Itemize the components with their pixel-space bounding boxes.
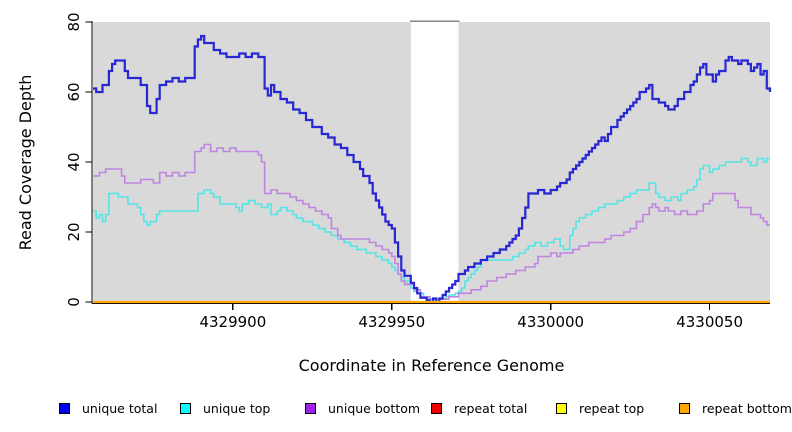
y-tick-label-40: 40 xyxy=(65,152,83,171)
legend-label-unique-top: unique top xyxy=(203,400,271,416)
x-tick-label-4330000: 4330000 xyxy=(517,313,584,331)
legend-item-unique-bottom: unique bottom xyxy=(305,399,420,417)
legend-item-unique-top: unique top xyxy=(180,399,270,417)
series-line-unique-total xyxy=(93,34,772,304)
series-lines xyxy=(93,34,772,304)
legend-label-repeat-top: repeat top xyxy=(579,400,645,416)
legend-swatch-unique-total xyxy=(59,402,70,414)
legend-swatch-repeat-total xyxy=(431,402,442,414)
legend-swatch-repeat-bottom xyxy=(679,402,690,414)
y-axis-title: Read Coverage Depth xyxy=(16,75,35,251)
x-tick-label-4330050: 4330050 xyxy=(676,313,743,331)
legend-swatch-unique-bottom xyxy=(305,402,316,414)
x-axis-title: Coordinate in Reference Genome xyxy=(299,356,565,375)
legend-swatch-repeat-top xyxy=(556,402,567,414)
legend-label-repeat-bottom: repeat bottom xyxy=(702,400,792,416)
y-axis-tick-labels: 0 20 40 60 80 xyxy=(65,12,83,306)
coverage-gap-band xyxy=(410,22,459,304)
y-tick-label-20: 20 xyxy=(65,222,83,241)
y-axis xyxy=(85,21,93,304)
legend-swatch-unique-top xyxy=(180,402,191,414)
legend-item-repeat-total: repeat total xyxy=(431,399,527,417)
x-tick-label-4329900: 4329900 xyxy=(199,313,266,331)
legend-label-unique-bottom: unique bottom xyxy=(328,400,421,416)
x-axis-tick-labels: 4329900 4329950 4330000 4330050 xyxy=(199,313,743,331)
legend-item-repeat-top: repeat top xyxy=(556,399,644,417)
legend-item-unique-total: unique total xyxy=(59,399,157,417)
legend-label-repeat-total: repeat total xyxy=(454,400,528,416)
y-tick-label-60: 60 xyxy=(65,82,83,101)
legend-item-repeat-bottom: repeat bottom xyxy=(679,399,792,417)
y-tick-label-80: 80 xyxy=(65,12,83,31)
x-axis xyxy=(92,303,770,310)
y-tick-label-0: 0 xyxy=(65,297,83,307)
x-tick-label-4329950: 4329950 xyxy=(358,313,425,331)
chart-legend: unique total unique top unique bottom repea… xyxy=(0,399,792,421)
legend-label-unique-total: unique total xyxy=(82,400,158,416)
